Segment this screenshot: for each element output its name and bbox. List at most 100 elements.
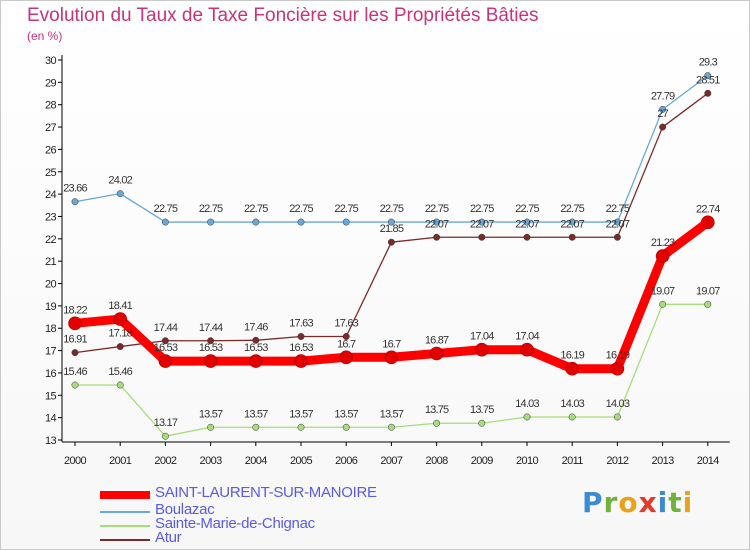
data-point	[655, 249, 670, 263]
y-tick-label: 30	[45, 55, 57, 67]
data-label: 22.75	[470, 203, 494, 215]
data-label: 22.07	[606, 218, 630, 230]
data-point	[116, 381, 124, 389]
legend-item-sainte-marie: Sainte-Marie-de-Chignac	[100, 515, 420, 532]
x-tick-label: 2006	[335, 455, 358, 467]
x-tick-label: 2012	[606, 455, 629, 467]
x-tick-label: 2014	[697, 455, 720, 467]
legend-swatch	[100, 525, 150, 527]
y-tick-label: 26	[45, 144, 57, 156]
data-label: 14.03	[606, 398, 630, 410]
data-point	[429, 346, 444, 361]
data-point	[387, 238, 395, 246]
data-label: 29.3	[699, 57, 718, 69]
legend-label: SAINT-LAURENT-SUR-MANOIRE	[155, 484, 377, 501]
legend-item-boulazac: Boulazac	[100, 501, 420, 518]
data-point	[384, 350, 399, 365]
x-tick-label: 2008	[426, 455, 449, 467]
data-point	[252, 218, 260, 226]
data-label: 22.75	[425, 203, 449, 215]
data-label: 19.07	[696, 285, 720, 297]
data-point	[478, 233, 486, 241]
data-point	[568, 413, 576, 421]
data-label: 22.75	[606, 203, 630, 215]
data-label: 13.57	[199, 408, 223, 420]
data-label: 14.03	[515, 398, 539, 410]
y-tick-label: 28	[45, 100, 57, 112]
data-point	[68, 316, 82, 331]
series-line	[74, 74, 709, 223]
legend-label: Sainte-Marie-de-Chignac	[155, 515, 315, 532]
data-point	[659, 300, 667, 308]
data-point	[297, 333, 305, 340]
data-point	[71, 198, 79, 206]
data-point	[207, 337, 215, 345]
data-point	[659, 123, 667, 131]
data-label: 15.46	[108, 366, 132, 378]
data-point	[294, 354, 308, 368]
data-point	[478, 419, 486, 427]
y-tick-label: 15	[45, 390, 57, 402]
y-tick-label: 19	[45, 301, 57, 313]
data-point	[203, 354, 218, 368]
x-tick-label: 2000	[64, 455, 87, 467]
legend-label: Boulazac	[155, 501, 215, 518]
data-point	[387, 423, 395, 431]
legend-swatch	[100, 511, 150, 513]
data-label: 28.51	[696, 74, 720, 86]
data-label: 18.22	[63, 304, 87, 316]
data-point	[704, 89, 712, 97]
data-point	[252, 336, 260, 344]
data-label: 13.17	[154, 417, 178, 429]
data-label: 22.75	[380, 203, 404, 215]
data-label: 13.57	[244, 408, 268, 420]
data-point	[433, 419, 441, 427]
data-label: 23.66	[63, 183, 87, 195]
x-tick-label: 2001	[109, 455, 132, 467]
data-point	[704, 300, 712, 308]
x-tick-label: 2002	[154, 455, 177, 467]
data-point	[568, 218, 576, 226]
y-tick-label: 21	[45, 256, 57, 268]
data-label: 17.44	[199, 322, 223, 334]
data-label: 13.57	[289, 408, 313, 420]
data-point	[249, 354, 263, 368]
y-tick-label: 14	[45, 413, 57, 425]
data-point	[116, 190, 124, 198]
data-point	[342, 423, 350, 431]
data-point	[252, 423, 260, 431]
data-point	[613, 233, 621, 241]
data-point	[523, 218, 531, 226]
data-label: 27.79	[651, 90, 675, 102]
data-point	[297, 423, 305, 431]
data-label: 16.7	[382, 338, 401, 350]
data-label: 22.75	[334, 203, 358, 215]
data-point	[161, 218, 169, 226]
data-point	[158, 354, 173, 368]
y-tick-label: 13	[45, 435, 57, 447]
x-tick-label: 2011	[562, 455, 584, 467]
data-label: 16.53	[244, 342, 268, 354]
legend-item-atur: Atur	[100, 529, 420, 546]
data-label: 19.07	[651, 285, 675, 297]
data-label: 22.07	[425, 218, 449, 230]
data-point	[161, 337, 169, 345]
x-tick-label: 2009	[471, 455, 494, 467]
data-label: 17.63	[289, 318, 313, 330]
legend-swatch	[100, 539, 150, 541]
data-point	[613, 218, 621, 226]
data-label: 14.03	[560, 398, 584, 410]
x-tick-label: 2005	[290, 455, 313, 467]
data-label: 17.63	[334, 318, 358, 330]
data-label: 17.46	[244, 321, 268, 333]
data-point	[116, 343, 124, 351]
data-label: 22.75	[244, 203, 268, 215]
data-point	[207, 423, 215, 431]
y-tick-label: 25	[45, 167, 57, 179]
data-point	[71, 381, 79, 389]
data-label: 22.07	[560, 218, 584, 230]
data-label: 22.74	[696, 203, 720, 215]
x-tick-label: 2004	[245, 455, 268, 467]
y-tick-label: 22	[45, 234, 57, 246]
